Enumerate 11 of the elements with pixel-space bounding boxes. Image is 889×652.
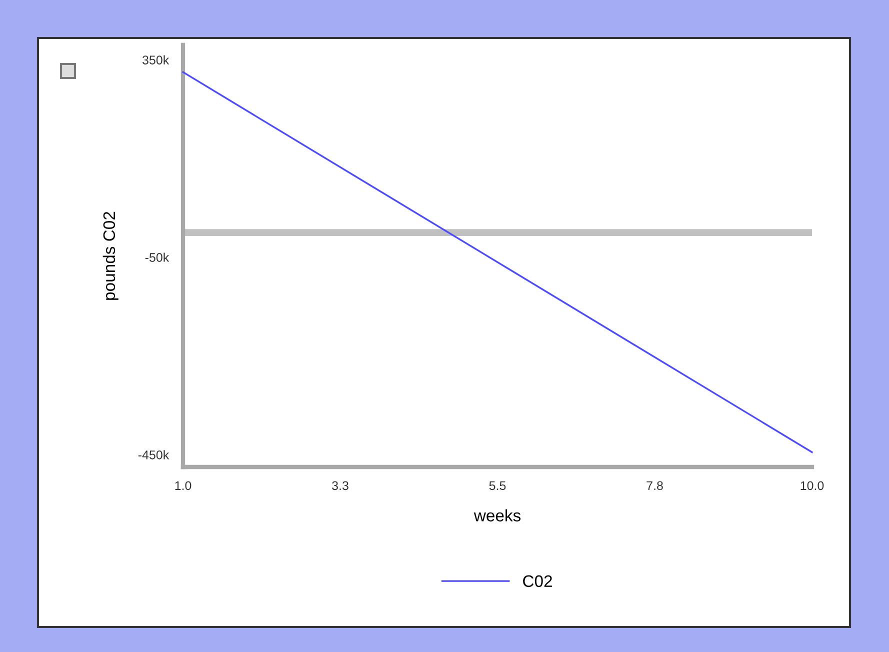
legend-label: C02	[523, 575, 552, 588]
x-tick-label: 3.3	[332, 481, 348, 490]
y-tick-label: -450k	[138, 450, 170, 460]
x-tick-label: 1.0	[175, 481, 192, 490]
x-tick-label: 7.8	[646, 481, 663, 490]
x-axis-title: weeks	[474, 509, 521, 522]
y-tick-label: 350k	[142, 55, 170, 64]
x-tick-label: 10.0	[800, 481, 824, 490]
y-axis-title: pounds C02	[102, 212, 118, 300]
y-tick-label: -50k	[145, 252, 170, 262]
x-tick-label: 5.5	[489, 481, 506, 490]
